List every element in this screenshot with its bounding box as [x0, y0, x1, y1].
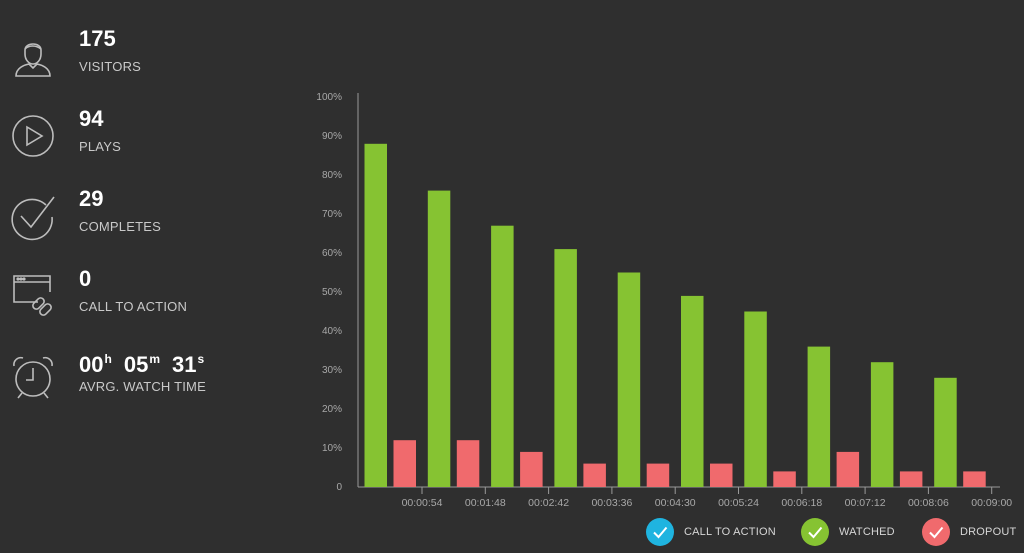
visitors-value: 175 [79, 26, 116, 51]
stats-panel: 175 VISITORS 94 PLAYS 29 COMPLETES [0, 0, 290, 553]
visitors-label: VISITORS [79, 59, 142, 74]
dropout-bar [393, 440, 416, 487]
watched-bar [870, 362, 894, 487]
watched-bar [617, 272, 641, 487]
watched-bar [491, 225, 514, 487]
watch-time-value: 00h 05m 31s [79, 346, 204, 378]
x-tick-label: 00:00:54 [402, 497, 443, 509]
play-icon [8, 112, 58, 162]
call-to-action-check-icon [646, 518, 674, 546]
browser-link-icon [8, 272, 58, 322]
completes-value: 29 [79, 186, 104, 211]
dropout-bar [583, 463, 606, 487]
checkmark-icon [8, 192, 58, 242]
y-tick-label: 60% [322, 248, 342, 259]
dropout-bar [710, 463, 733, 487]
call-to-action-label: CALL TO ACTION [79, 299, 188, 314]
y-tick-label: 90% [322, 131, 342, 142]
dropout-bar [456, 440, 480, 487]
y-tick-label: 70% [322, 209, 342, 220]
stat-completes: 29 COMPLETES [0, 186, 290, 258]
dropout-bar [963, 471, 986, 487]
x-tick-label: 00:06:18 [781, 497, 822, 509]
y-tick-label: 80% [322, 170, 342, 181]
watch-time-hours: 00h [79, 352, 112, 377]
watched-bar [934, 377, 957, 487]
y-tick-label: 10% [322, 443, 342, 454]
watched-bar [681, 295, 704, 487]
stat-visitors: 175 VISITORS [0, 26, 290, 98]
dropout-bar [773, 471, 796, 487]
watched-bar [427, 190, 451, 487]
y-tick-label: 0 [336, 482, 342, 493]
dropout-bar [520, 451, 543, 487]
x-tick-label: 00:02:42 [528, 497, 569, 509]
legend-label: WATCHED [839, 526, 895, 538]
dropout-bar [899, 471, 923, 487]
watched-bar [554, 249, 577, 487]
watch-time-seconds: 31s [171, 352, 205, 377]
dropout-bar [646, 463, 670, 487]
stat-watch-time: 00h 05m 31s AVRG. WATCH TIME [0, 348, 290, 418]
y-tick-label: 20% [322, 404, 342, 415]
plays-value: 94 [79, 106, 104, 131]
plays-label: PLAYS [79, 139, 121, 154]
watched-bar [364, 143, 387, 488]
stat-call-to-action: 0 CALL TO ACTION [0, 266, 290, 338]
user-icon [8, 32, 58, 82]
alarm-clock-icon [8, 352, 58, 402]
y-tick-label: 100% [316, 92, 342, 103]
completes-label: COMPLETES [79, 219, 161, 234]
watch-time-minutes: 05m [123, 352, 160, 377]
watched-bar [807, 346, 831, 487]
x-tick-label: 00:07:12 [845, 497, 886, 509]
x-tick-label: 00:04:30 [655, 497, 696, 509]
x-tick-label: 00:09:00 [971, 497, 1012, 509]
call-to-action-value: 0 [79, 266, 92, 291]
x-tick-label: 00:03:36 [591, 497, 632, 509]
y-tick-label: 50% [322, 287, 342, 298]
watched-check-icon [801, 518, 829, 546]
x-tick-label: 00:08:06 [908, 497, 949, 509]
dropout-check-icon [922, 518, 950, 546]
x-tick-label: 00:05:24 [718, 497, 759, 509]
y-tick-label: 30% [322, 365, 342, 376]
legend-label: DROPOUT [960, 526, 1017, 538]
watch-time-label: AVRG. WATCH TIME [79, 379, 206, 394]
watched-bar [744, 311, 767, 487]
x-tick-label: 00:01:48 [465, 497, 506, 509]
legend-label: CALL TO ACTION [684, 526, 776, 538]
y-tick-label: 40% [322, 326, 342, 337]
dropout-bar [836, 451, 860, 487]
stat-plays: 94 PLAYS [0, 106, 290, 178]
